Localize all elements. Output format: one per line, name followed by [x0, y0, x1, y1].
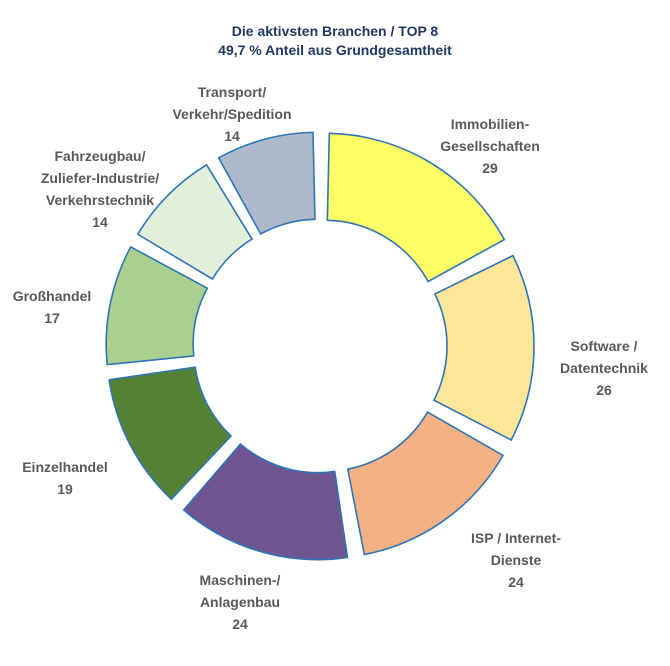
slice-category-line: Dienste	[490, 552, 542, 568]
chart-title: Die aktivsten Branchen / TOP 8	[231, 23, 439, 39]
slice-label-fahrzeugbau-zuliefer-industrie-verkehrstechnik: Fahrzeugbau/Zuliefer-Industrie/Verkehrst…	[41, 145, 159, 233]
slice-isp-internet-dienste	[346, 410, 505, 556]
slice-grosshandel	[105, 245, 209, 366]
slice-einzelhandel	[108, 366, 233, 501]
slice-category-line: Großhandel	[12, 288, 92, 304]
slice-category-line: Zuliefer-Industrie/	[40, 170, 160, 186]
slice-category-line: Immobilien-	[450, 116, 530, 132]
slice-category-line: Gesellschaften	[440, 138, 540, 154]
chart-title-block: Die aktivsten Branchen / TOP 8 49,7 % An…	[0, 22, 670, 60]
slice-category-line: Maschinen-/	[199, 572, 281, 588]
slice-category-line: Verkehrstechnik	[45, 192, 155, 208]
chart-subtitle: 49,7 % Anteil aus Grundgesamtheit	[218, 42, 452, 58]
slice-category-line: Datentechnik	[560, 360, 648, 376]
slice-fahrzeugbau-zuliefer-industrie-verkehrstechnik	[136, 163, 254, 281]
slice-category-line: Verkehr/Spedition	[172, 106, 292, 122]
slice-category-line: ISP / Internet-	[471, 530, 561, 546]
slice-value: 14	[224, 128, 240, 144]
slice-value: 24	[508, 574, 524, 590]
slice-category-line: Fahrzeugbau/	[54, 148, 146, 164]
slice-category-line: Software /	[570, 338, 638, 354]
slice-label-grosshandel: Großhandel 17	[13, 285, 92, 329]
slice-category-line: Anlagenbau	[199, 594, 281, 610]
slice-value: 24	[232, 616, 248, 632]
slice-label-maschinen-anlagenbau: Maschinen-/ Anlagenbau 24	[200, 569, 281, 635]
slice-value: 26	[596, 382, 612, 398]
slice-label-isp-internet-dienste: ISP / Internet- Dienste 24	[471, 527, 561, 593]
slice-software-datentechnik	[432, 254, 535, 442]
slice-label-transport-verkehr-spedition: Transport/Verkehr/Spedition 14	[172, 81, 291, 147]
slice-label-immobilien-gesellschaften: Immobilien- Gesellschaften 29	[440, 113, 540, 179]
slice-category-line: Transport/	[197, 84, 267, 100]
slice-immobilien-gesellschaften	[326, 132, 506, 283]
slice-transport-verkehr-spedition	[217, 131, 316, 236]
slice-value: 17	[44, 310, 60, 326]
slice-category-line: Einzelhandel	[22, 459, 108, 475]
slice-label-software-datentechnik: Software / Datentechnik 26	[560, 335, 648, 401]
slice-label-einzelhandel: Einzelhandel 19	[22, 456, 108, 500]
slice-value: 29	[482, 160, 498, 176]
slice-maschinen-anlagenbau	[182, 442, 349, 561]
slice-value: 19	[57, 481, 73, 497]
slice-value: 14	[92, 214, 108, 230]
